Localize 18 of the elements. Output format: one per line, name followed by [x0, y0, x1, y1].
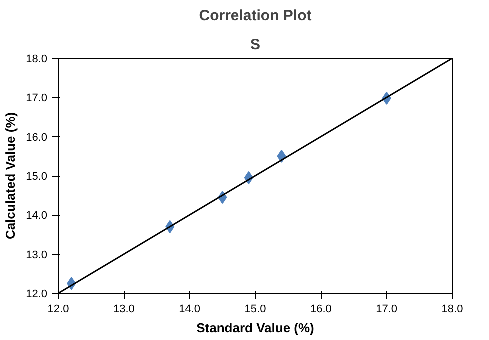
y-tick-label: 16.0	[26, 132, 48, 144]
x-axis-title: Standard Value (%)	[196, 320, 314, 336]
y-tick-label: 15.0	[26, 171, 48, 183]
x-tick-label: 17.0	[376, 304, 398, 316]
y-tick-label: 14.0	[26, 210, 48, 222]
y-tick-label: 12.0	[26, 288, 48, 300]
y-axis-title: Calculated Value (%)	[3, 112, 18, 240]
x-tick-label: 16.0	[310, 304, 332, 316]
x-tick-label: 18.0	[442, 304, 464, 316]
y-tick-label: 13.0	[26, 249, 48, 262]
chart-subtitle: S	[250, 36, 261, 54]
x-tick-label: 13.0	[113, 304, 135, 316]
y-tick-label: 17.0	[26, 92, 48, 105]
y-tick-label: 18.0	[26, 54, 48, 66]
chart-title: Correlation Plot	[199, 8, 312, 24]
x-tick-label: 14.0	[179, 304, 201, 316]
x-tick-label: 12.0	[48, 304, 70, 316]
x-tick-label: 15.0	[244, 304, 266, 316]
